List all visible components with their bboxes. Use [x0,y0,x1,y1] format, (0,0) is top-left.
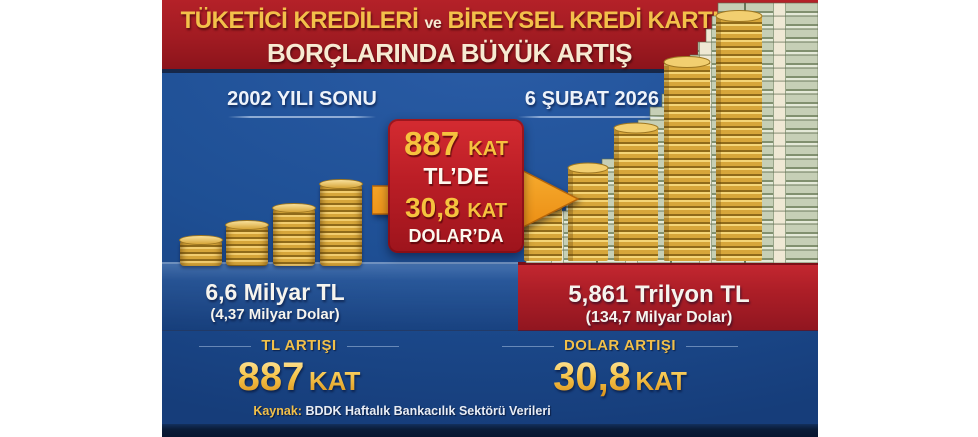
right-period-underline [518,116,666,118]
tl-increase-unit: KAT [308,366,361,396]
left-period-label: 2002 YILI SONU [227,88,377,110]
title-line-2: BORÇLARINDA BÜYÜK ARTIŞ [266,38,633,68]
money-tower-illustration [523,2,818,263]
badge-tl-currency: TL’DE [423,163,489,190]
tl-increase-stat-value: 887 KAT [168,356,430,398]
left-amount: 6,6 Milyar TL (4,37 Milyar Dolar) [162,279,388,325]
left-pedestal [162,262,520,331]
page-title: TÜKETİCİ KREDİLERİ ve BİREYSEL KREDİ KAR… [162,7,737,68]
coin-stack-icon [225,220,269,266]
left-amount-usd: (4,37 Milyar Dolar) [210,306,340,323]
title-part-1: TÜKETİCİ KREDİLERİ [180,7,419,34]
badge-usd-currency: DOLAR’DA [408,226,504,247]
header-banner: TÜKETİCİ KREDİLERİ ve BİREYSEL KREDİ KAR… [162,0,818,73]
right-amount-tl: 5,861 Trilyon TL [568,281,750,308]
left-amount-tl: 6,6 Milyar TL [205,279,345,305]
badge-usd-value: 30,8 [405,191,460,223]
badge-tl-unit: KAT [468,137,508,160]
infographic-canvas: TÜKETİCİ KREDİLERİ ve BİREYSEL KREDİ KAR… [162,0,818,437]
coin-stack-icon [319,179,363,266]
source-text: BDDK Haftalık Bankacılık Sektörü Veriler… [305,404,551,418]
coin-stack-icon [179,235,223,266]
usd-increase-number: 30,8 [553,355,631,399]
source-line: Kaynak: BDDK Haftalık Bankacılık Sektörü… [162,404,642,418]
title-conjunction: ve [424,15,442,32]
usd-increase-stat-label: DOLAR ARTIŞI [489,337,751,354]
tl-increase-number: 887 [237,355,305,399]
right-period-label: 6 ŞUBAT 2026 [524,88,660,110]
usd-increase-unit: KAT [635,366,687,396]
right-amount: 5,861 Trilyon TL (134,7 Milyar Dolar) [538,282,780,328]
tl-increase-stat: TL ARTIŞI 887 KAT [168,337,430,398]
right-period: 6 ŞUBAT 2026 [482,88,702,118]
badge-tl-value: 887 [404,124,460,162]
usd-increase-stat: DOLAR ARTIŞI 30,8 KAT [489,337,751,398]
increase-badge: 887 KAT TL’DE 30,8 KAT DOLAR’DA [388,119,524,253]
badge-usd-unit: KAT [467,199,507,222]
left-period: 2002 YILI SONU [192,88,412,118]
tl-increase-stat-label: TL ARTIŞI [168,337,430,354]
title-part-2: BİREYSEL KREDİ KARTI [447,7,719,34]
badge-tl-increase: 887 KAT [404,127,508,160]
left-period-underline [228,116,376,118]
bottom-navy-bar [162,424,818,437]
usd-increase-stat-value: 30,8 KAT [489,356,751,398]
coin-stack-icon [272,203,316,266]
right-amount-usd: (134,7 Milyar Dolar) [585,309,733,326]
right-pedestal [518,262,818,331]
badge-usd-increase: 30,8 KAT [405,191,507,223]
title-line-1: TÜKETİCİ KREDİLERİ ve BİREYSEL KREDİ KAR… [162,7,737,38]
source-prefix: Kaynak: [253,404,302,418]
